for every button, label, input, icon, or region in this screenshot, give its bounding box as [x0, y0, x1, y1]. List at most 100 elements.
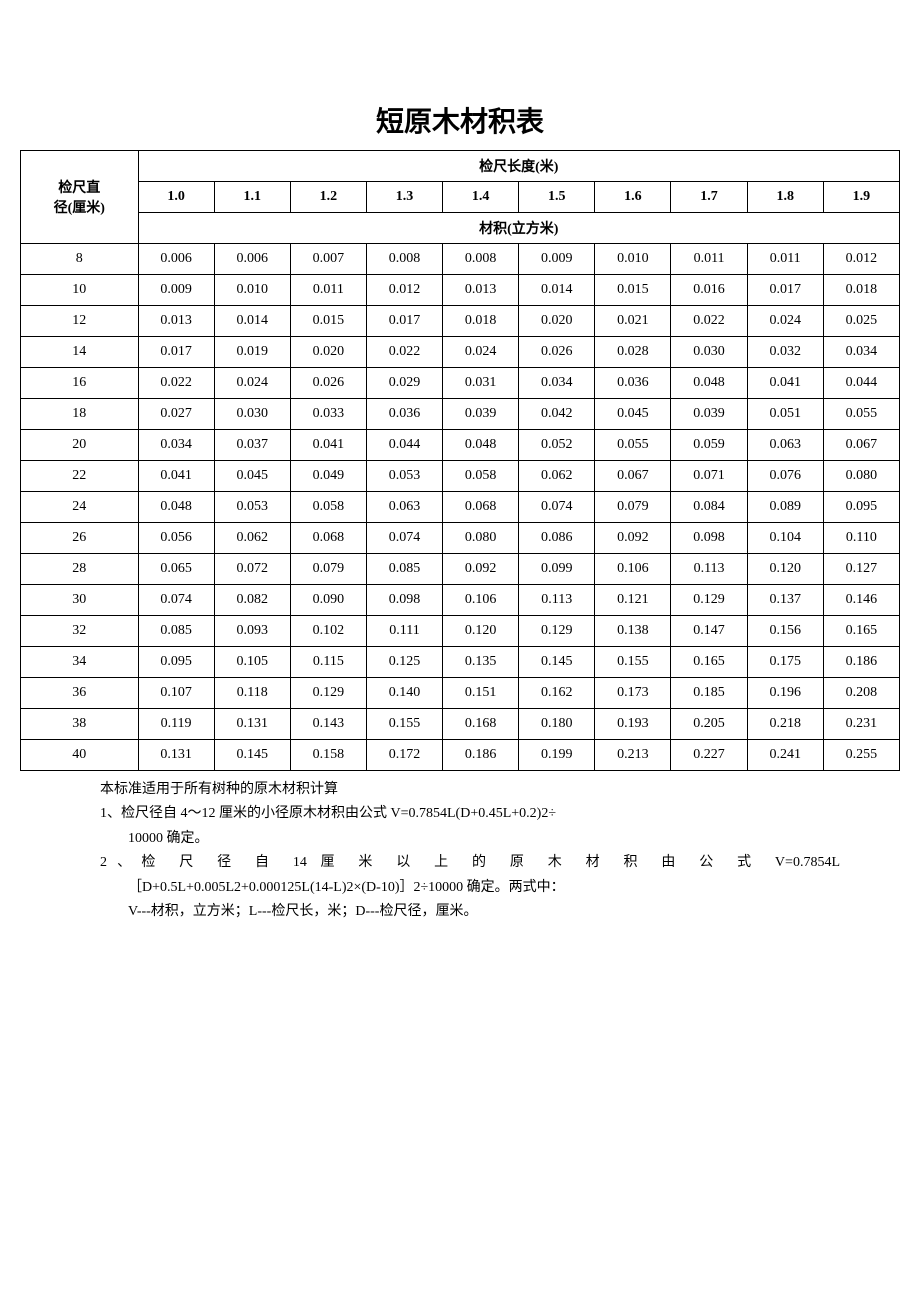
- value-cell: 0.048: [671, 368, 747, 399]
- value-cell: 0.026: [290, 368, 366, 399]
- value-cell: 0.129: [519, 616, 595, 647]
- value-cell: 0.022: [671, 306, 747, 337]
- value-cell: 0.168: [443, 709, 519, 740]
- value-cell: 0.185: [671, 678, 747, 709]
- value-cell: 0.014: [214, 306, 290, 337]
- diameter-cell: 20: [21, 430, 139, 461]
- value-cell: 0.013: [138, 306, 214, 337]
- value-cell: 0.030: [214, 399, 290, 430]
- value-cell: 0.165: [823, 616, 899, 647]
- value-cell: 0.017: [138, 337, 214, 368]
- value-cell: 0.127: [823, 554, 899, 585]
- value-cell: 0.165: [671, 647, 747, 678]
- table-row: 340.0950.1050.1150.1250.1350.1450.1550.1…: [21, 647, 900, 678]
- table-row: 320.0850.0930.1020.1110.1200.1290.1380.1…: [21, 616, 900, 647]
- length-col-8: 1.8: [747, 182, 823, 213]
- notes-item2-line2: ［D+0.5L+0.005L2+0.000125L(14-L)2×(D-10)］…: [100, 877, 840, 899]
- value-cell: 0.039: [443, 399, 519, 430]
- value-cell: 0.071: [671, 461, 747, 492]
- value-cell: 0.006: [214, 244, 290, 275]
- value-cell: 0.020: [519, 306, 595, 337]
- diameter-cell: 14: [21, 337, 139, 368]
- value-cell: 0.199: [519, 740, 595, 771]
- row-header-label: 检尺直径(厘米): [21, 151, 139, 244]
- value-cell: 0.033: [290, 399, 366, 430]
- table-row: 300.0740.0820.0900.0980.1060.1130.1210.1…: [21, 585, 900, 616]
- value-cell: 0.036: [366, 399, 442, 430]
- value-cell: 0.012: [366, 275, 442, 306]
- value-cell: 0.080: [443, 523, 519, 554]
- value-cell: 0.241: [747, 740, 823, 771]
- value-cell: 0.140: [366, 678, 442, 709]
- value-cell: 0.049: [290, 461, 366, 492]
- value-cell: 0.208: [823, 678, 899, 709]
- value-cell: 0.172: [366, 740, 442, 771]
- diameter-cell: 38: [21, 709, 139, 740]
- diameter-cell: 10: [21, 275, 139, 306]
- value-cell: 0.099: [519, 554, 595, 585]
- value-cell: 0.231: [823, 709, 899, 740]
- notes-item1-line2: 10000 确定。: [100, 828, 840, 850]
- value-cell: 0.017: [366, 306, 442, 337]
- value-cell: 0.052: [519, 430, 595, 461]
- value-cell: 0.090: [290, 585, 366, 616]
- value-cell: 0.027: [138, 399, 214, 430]
- value-cell: 0.067: [595, 461, 671, 492]
- value-cell: 0.086: [519, 523, 595, 554]
- value-cell: 0.131: [138, 740, 214, 771]
- value-cell: 0.085: [138, 616, 214, 647]
- value-cell: 0.068: [443, 492, 519, 523]
- value-cell: 0.143: [290, 709, 366, 740]
- value-cell: 0.118: [214, 678, 290, 709]
- value-cell: 0.074: [138, 585, 214, 616]
- diameter-cell: 32: [21, 616, 139, 647]
- value-cell: 0.113: [671, 554, 747, 585]
- value-cell: 0.055: [823, 399, 899, 430]
- length-col-3: 1.3: [366, 182, 442, 213]
- value-cell: 0.193: [595, 709, 671, 740]
- value-cell: 0.093: [214, 616, 290, 647]
- table-row: 400.1310.1450.1580.1720.1860.1990.2130.2…: [21, 740, 900, 771]
- value-cell: 0.063: [747, 430, 823, 461]
- value-cell: 0.031: [443, 368, 519, 399]
- value-cell: 0.129: [290, 678, 366, 709]
- value-cell: 0.041: [747, 368, 823, 399]
- value-cell: 0.012: [823, 244, 899, 275]
- value-cell: 0.084: [671, 492, 747, 523]
- value-cell: 0.039: [671, 399, 747, 430]
- value-cell: 0.205: [671, 709, 747, 740]
- value-cell: 0.098: [671, 523, 747, 554]
- notes-item2-line1: 2、检 尺 径 自 14 厘 米 以 上 的 原 木 材 积 由 公 式 V=0…: [100, 852, 840, 874]
- value-cell: 0.158: [290, 740, 366, 771]
- value-cell: 0.227: [671, 740, 747, 771]
- value-cell: 0.051: [747, 399, 823, 430]
- value-cell: 0.024: [214, 368, 290, 399]
- value-cell: 0.106: [443, 585, 519, 616]
- value-cell: 0.162: [519, 678, 595, 709]
- value-cell: 0.155: [366, 709, 442, 740]
- value-cell: 0.085: [366, 554, 442, 585]
- value-cell: 0.072: [214, 554, 290, 585]
- value-cell: 0.022: [138, 368, 214, 399]
- value-cell: 0.105: [214, 647, 290, 678]
- value-cell: 0.022: [366, 337, 442, 368]
- value-cell: 0.092: [595, 523, 671, 554]
- value-cell: 0.107: [138, 678, 214, 709]
- value-cell: 0.065: [138, 554, 214, 585]
- value-cell: 0.145: [214, 740, 290, 771]
- value-cell: 0.129: [671, 585, 747, 616]
- table-row: 180.0270.0300.0330.0360.0390.0420.0450.0…: [21, 399, 900, 430]
- table-row: 260.0560.0620.0680.0740.0800.0860.0920.0…: [21, 523, 900, 554]
- table-body: 80.0060.0060.0070.0080.0080.0090.0100.01…: [21, 244, 900, 771]
- table-row: 240.0480.0530.0580.0630.0680.0740.0790.0…: [21, 492, 900, 523]
- table-row: 360.1070.1180.1290.1400.1510.1620.1730.1…: [21, 678, 900, 709]
- length-header: 检尺长度(米): [138, 151, 900, 182]
- value-cell: 0.173: [595, 678, 671, 709]
- value-cell: 0.011: [747, 244, 823, 275]
- value-cell: 0.048: [138, 492, 214, 523]
- value-cell: 0.175: [747, 647, 823, 678]
- value-cell: 0.121: [595, 585, 671, 616]
- value-cell: 0.034: [823, 337, 899, 368]
- lengths-row: 1.01.11.21.31.41.51.61.71.81.9: [21, 182, 900, 213]
- value-cell: 0.218: [747, 709, 823, 740]
